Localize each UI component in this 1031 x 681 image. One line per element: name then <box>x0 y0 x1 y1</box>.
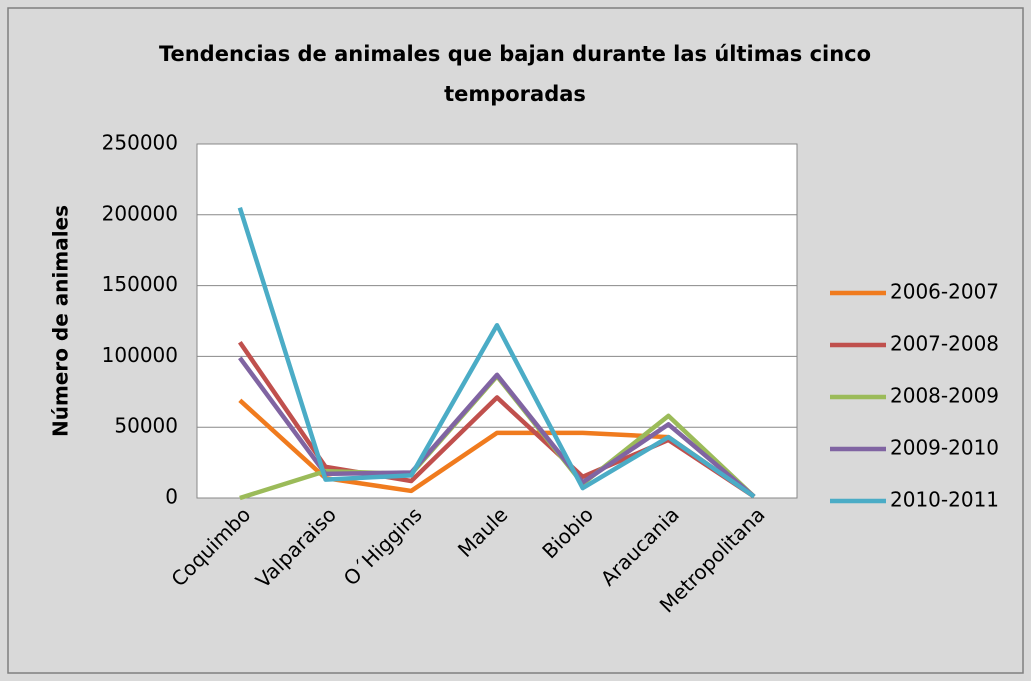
y-axis-label: Número de animales <box>49 205 73 437</box>
y-tick-label: 200000 <box>102 201 178 225</box>
legend-label: 2008-2009 <box>890 384 999 408</box>
chart-title: Tendencias de animales que bajan durante… <box>159 42 871 106</box>
series-line <box>238 340 756 499</box>
title-line: temporadas <box>444 82 586 106</box>
y-tick-label: 0 <box>165 485 178 509</box>
legend-label: 2006-2007 <box>890 280 999 304</box>
y-tick-label: 250000 <box>102 131 178 155</box>
legend-label: 2010-2011 <box>890 488 999 512</box>
legend-label: 2007-2008 <box>890 332 999 356</box>
legend-label: 2009-2010 <box>890 436 999 460</box>
title-line: Tendencias de animales que bajan durante… <box>159 42 871 66</box>
y-tick-label: 50000 <box>114 414 178 438</box>
series-line <box>237 207 756 499</box>
y-tick-label: 100000 <box>102 343 178 367</box>
y-tick-label: 150000 <box>102 272 178 296</box>
